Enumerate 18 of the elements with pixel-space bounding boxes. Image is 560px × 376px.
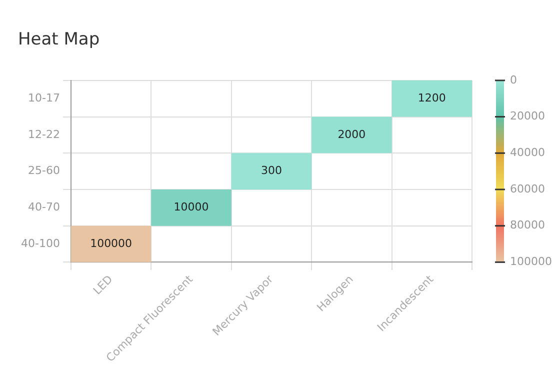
data-label: 10000 bbox=[174, 200, 209, 214]
data-label: 300 bbox=[260, 164, 282, 178]
color-bar-label: 0 bbox=[510, 73, 517, 86]
chart-title: Heat Map bbox=[18, 30, 100, 50]
color-bar-label: 20000 bbox=[510, 110, 545, 123]
data-label: 100000 bbox=[90, 236, 132, 250]
data-label: 1200 bbox=[418, 91, 446, 104]
color-bar-label: 80000 bbox=[510, 218, 545, 232]
y-tick-label: 40-70 bbox=[28, 200, 60, 214]
color-bar-label: 100000 bbox=[510, 255, 552, 268]
y-tick-label: 40-100 bbox=[20, 236, 60, 250]
y-tick-label: 10-17 bbox=[28, 91, 60, 104]
y-tick-label: 25-60 bbox=[28, 164, 60, 178]
data-label: 2000 bbox=[338, 128, 366, 141]
color-bar-label: 40000 bbox=[510, 146, 545, 159]
y-tick-label: 12-22 bbox=[28, 128, 60, 141]
color-bar-label: 60000 bbox=[510, 182, 545, 196]
x-tick-label: LED bbox=[90, 272, 116, 298]
